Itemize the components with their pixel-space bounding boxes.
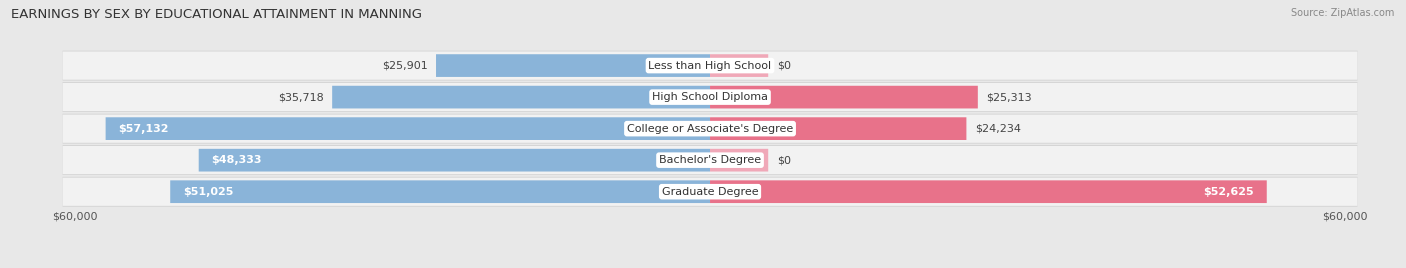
FancyBboxPatch shape xyxy=(63,82,1357,112)
Text: $35,718: $35,718 xyxy=(278,92,323,102)
FancyBboxPatch shape xyxy=(710,86,977,109)
FancyBboxPatch shape xyxy=(332,86,710,109)
FancyBboxPatch shape xyxy=(710,54,768,77)
FancyBboxPatch shape xyxy=(710,180,1267,203)
FancyBboxPatch shape xyxy=(63,51,1357,80)
FancyBboxPatch shape xyxy=(436,54,710,77)
Text: Bachelor's Degree: Bachelor's Degree xyxy=(659,155,761,165)
Text: Source: ZipAtlas.com: Source: ZipAtlas.com xyxy=(1291,8,1395,18)
Text: $25,313: $25,313 xyxy=(986,92,1032,102)
Text: Less than High School: Less than High School xyxy=(648,61,772,70)
Text: $24,234: $24,234 xyxy=(974,124,1021,134)
FancyBboxPatch shape xyxy=(63,177,1357,207)
Text: $52,625: $52,625 xyxy=(1204,187,1254,197)
FancyBboxPatch shape xyxy=(710,149,768,172)
FancyBboxPatch shape xyxy=(63,114,1357,143)
Text: College or Associate's Degree: College or Associate's Degree xyxy=(627,124,793,134)
Text: $51,025: $51,025 xyxy=(183,187,233,197)
FancyBboxPatch shape xyxy=(63,146,1357,174)
Text: $0: $0 xyxy=(776,61,790,70)
FancyBboxPatch shape xyxy=(63,145,1357,175)
Text: High School Diploma: High School Diploma xyxy=(652,92,768,102)
FancyBboxPatch shape xyxy=(198,149,710,172)
FancyBboxPatch shape xyxy=(710,117,966,140)
FancyBboxPatch shape xyxy=(63,177,1357,206)
FancyBboxPatch shape xyxy=(63,114,1357,143)
Text: Graduate Degree: Graduate Degree xyxy=(662,187,758,197)
Text: $48,333: $48,333 xyxy=(211,155,262,165)
Text: $57,132: $57,132 xyxy=(118,124,169,134)
FancyBboxPatch shape xyxy=(63,51,1357,80)
Text: EARNINGS BY SEX BY EDUCATIONAL ATTAINMENT IN MANNING: EARNINGS BY SEX BY EDUCATIONAL ATTAINMEN… xyxy=(11,8,422,21)
Text: $0: $0 xyxy=(776,155,790,165)
FancyBboxPatch shape xyxy=(105,117,710,140)
FancyBboxPatch shape xyxy=(63,83,1357,111)
Text: $25,901: $25,901 xyxy=(382,61,427,70)
FancyBboxPatch shape xyxy=(170,180,710,203)
